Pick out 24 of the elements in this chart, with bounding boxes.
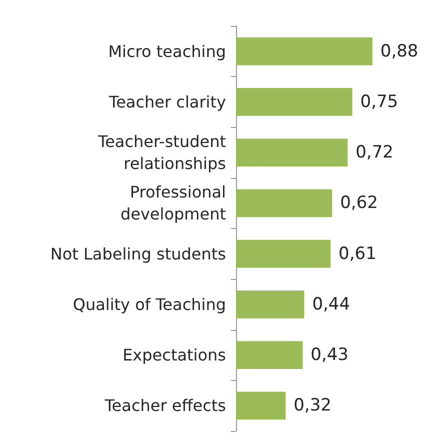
y-tick-label: Teacher effects (104, 396, 226, 416)
y-tick-label: Not Labeling students (50, 244, 226, 264)
data-label: 0,88 (380, 41, 418, 62)
bar (236, 138, 348, 166)
y-tick-label: Teacher-student relationships (97, 132, 226, 174)
data-label: 0,62 (340, 193, 378, 214)
y-tick-label: Professional development (120, 182, 226, 224)
y-tick-label: Micro teaching (108, 42, 226, 61)
data-label: 0,43 (310, 345, 349, 366)
bar (236, 290, 304, 318)
bar (236, 341, 303, 369)
bar (236, 189, 332, 218)
bar (236, 240, 331, 268)
data-label: 0,72 (356, 142, 394, 163)
data-label: 0,61 (338, 244, 376, 264)
data-label: 0,44 (312, 294, 350, 314)
y-tick-label: Expectations (122, 346, 226, 365)
bar (236, 88, 352, 116)
bar (236, 392, 286, 420)
bar (236, 37, 372, 66)
y-tick-label: Quality of Teaching (72, 294, 226, 314)
data-label: 0,32 (294, 396, 332, 416)
y-tick-label: Teacher clarity (108, 92, 226, 112)
data-label: 0,75 (360, 92, 398, 112)
